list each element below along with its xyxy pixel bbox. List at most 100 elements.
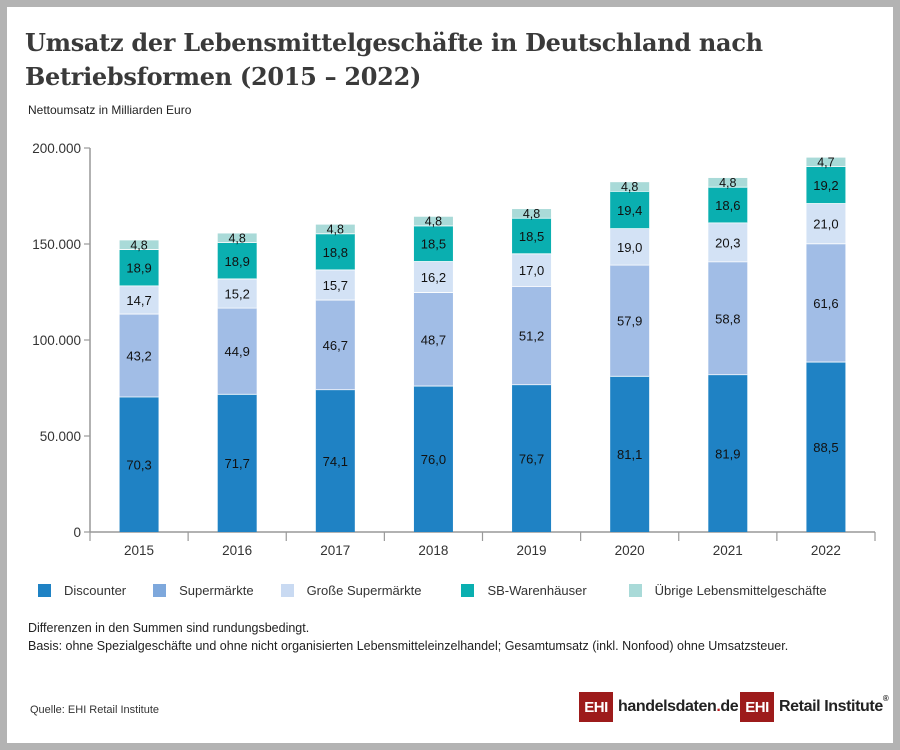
bar-segment-supermärkte — [512, 286, 552, 385]
bar-segment-discounter — [610, 376, 650, 532]
registered-mark: ® — [882, 694, 889, 703]
data-label: 14,7 — [126, 293, 151, 308]
logo-dot: . — [716, 698, 721, 715]
data-label: 21,0 — [813, 217, 838, 232]
data-label: 4,8 — [228, 231, 245, 245]
data-label: 81,9 — [715, 446, 740, 461]
bar-segment-große-supermärkte — [413, 261, 453, 293]
legend-label: Discounter — [64, 582, 127, 598]
legend-item: Große Supermärkte — [280, 583, 421, 598]
bar-segment-große-supermärkte — [119, 285, 159, 315]
data-label: 18,5 — [519, 229, 544, 244]
bar-segment-übrige-lebensmittelgeschäfte — [708, 177, 748, 188]
stacked-bar-chart: 0 50.000 100.000 150.000 200.000 2015 2016 2017… — [32, 141, 876, 558]
data-label: 19,2 — [813, 178, 838, 193]
bar-segment-discounter — [119, 397, 159, 532]
data-label: 18,9 — [225, 254, 250, 269]
bar-segment-sb-warenhäuser — [512, 218, 552, 254]
bar-segment-übrige-lebensmittelgeschäfte — [315, 224, 355, 234]
bar-segment-supermärkte — [610, 265, 650, 377]
legend-swatch — [461, 583, 475, 597]
handelsdaten-logo[interactable]: EHI handelsdaten.de — [579, 692, 739, 722]
data-label: 19,0 — [617, 240, 642, 255]
legend-swatch — [153, 583, 167, 597]
bar-segment-supermärkte — [708, 261, 748, 375]
logo-text-name: Retail Institute — [779, 698, 883, 715]
retail-institute-text: Retail Institute® — [779, 694, 889, 716]
data-label: 76,0 — [421, 452, 446, 467]
data-label: 4,8 — [719, 176, 736, 190]
bar-segment-sb-warenhäuser — [610, 191, 650, 229]
x-tick-label: 2020 — [615, 543, 645, 558]
data-label: 16,2 — [421, 270, 446, 285]
data-label: 58,8 — [715, 311, 740, 326]
data-label: 18,9 — [126, 261, 151, 276]
data-label: 61,6 — [813, 296, 838, 311]
data-label: 4,8 — [425, 215, 442, 229]
bar-segment-supermärkte — [119, 314, 159, 398]
bar-segment-große-supermärkte — [512, 253, 552, 287]
bar-segment-übrige-lebensmittelgeschäfte — [512, 209, 552, 219]
bar-segment-supermärkte — [315, 300, 355, 390]
data-label: 70,3 — [126, 458, 151, 473]
legend-item: SB-Warenhäuser — [461, 583, 587, 598]
data-label: 4,8 — [523, 207, 540, 221]
data-label: 57,9 — [617, 314, 642, 329]
bar-segment-große-supermärkte — [610, 228, 650, 266]
data-label: 18,5 — [421, 237, 446, 252]
data-label: 81,1 — [617, 447, 642, 462]
data-label: 51,2 — [519, 329, 544, 344]
data-label: 4,8 — [130, 238, 147, 252]
source-note: Quelle: EHI Retail Institute — [30, 704, 160, 716]
footnotes: Differenzen in den Summen sind rundungsb… — [28, 619, 788, 655]
data-label: 46,7 — [323, 338, 348, 353]
bar-segment-discounter — [217, 394, 257, 532]
data-label: 88,5 — [813, 440, 838, 455]
data-label: 15,7 — [323, 278, 348, 293]
legend-swatch — [280, 583, 294, 597]
bar-segment-große-supermärkte — [708, 222, 748, 262]
ehi-logo-box: EHI — [579, 692, 613, 722]
y-tick-label: 50.000 — [40, 429, 81, 444]
x-tick-label: 2015 — [124, 543, 154, 558]
footnote-basis: Basis: ohne Spezialgeschäfte und ohne ni… — [28, 639, 789, 653]
y-tick-label: 200.000 — [32, 141, 81, 156]
handelsdaten-text: handelsdaten.de — [618, 698, 739, 716]
legend-swatch — [628, 583, 642, 597]
data-label: 18,6 — [715, 198, 740, 213]
bar-segment-sb-warenhäuser — [315, 233, 355, 270]
x-tick-label: 2019 — [517, 543, 547, 558]
logo-tld: de — [720, 698, 739, 715]
legend-item: Discounter — [38, 583, 126, 598]
x-tick-label: 2022 — [811, 543, 841, 558]
bar-segment-supermärkte — [806, 243, 846, 363]
data-label: 18,8 — [323, 245, 348, 260]
x-tick-label: 2018 — [418, 543, 448, 558]
bar-segment-übrige-lebensmittelgeschäfte — [119, 240, 159, 250]
legend-swatch — [38, 583, 51, 597]
bar-segment-große-supermärkte — [806, 203, 846, 244]
chart-title: Umsatz der Lebensmittelgeschäfte in Deut… — [25, 28, 763, 91]
bar-segment-übrige-lebensmittelgeschäfte — [413, 216, 453, 226]
data-label: 44,9 — [225, 344, 250, 359]
legend-item: Übrige Lebensmittelgeschäfte — [628, 583, 827, 598]
axes: 0 50.000 100.000 150.000 200.000 2015 2016 2017… — [32, 141, 876, 558]
data-label: 4,8 — [621, 180, 638, 194]
x-tick-label: 2017 — [320, 543, 350, 558]
data-label: 4,7 — [817, 156, 834, 170]
bar-segment-supermärkte — [413, 292, 453, 387]
data-label: 74,1 — [323, 454, 348, 469]
data-label: 76,7 — [519, 451, 544, 466]
bars — [119, 157, 846, 532]
bar-segment-sb-warenhäuser — [217, 242, 257, 279]
ehi-retail-institute-logo[interactable]: EHI Retail Institute® — [740, 692, 889, 722]
data-label: 19,4 — [617, 203, 642, 218]
y-tick-label: 100.000 — [32, 333, 81, 348]
data-label: 20,3 — [715, 235, 740, 250]
bar-segment-discounter — [512, 384, 552, 532]
data-labels: 70,3 43,2 14,7 18,9 4,8 71,7 44,9 15,2 18,9 4,8 74… — [126, 156, 838, 473]
legend-label: Supermärkte — [179, 582, 254, 598]
x-tick-label: 2016 — [222, 543, 252, 558]
bar-segment-sb-warenhäuser — [413, 225, 453, 262]
logo-text-name: handelsdaten — [618, 698, 717, 715]
